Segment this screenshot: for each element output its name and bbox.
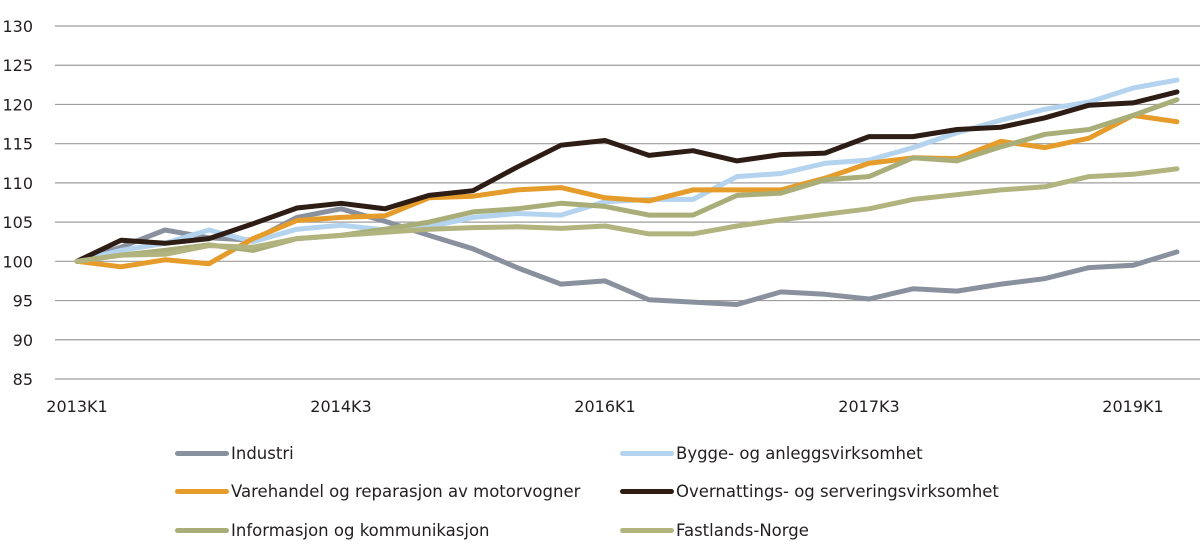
legend-item-bygge: Bygge- og anleggsvirksomhet xyxy=(620,438,923,468)
legend-item-informasjon: Informasjon og kommunikasjon xyxy=(175,515,490,545)
series-lines xyxy=(74,77,1180,307)
legend-label: Fastlands-Norge xyxy=(676,520,809,540)
x-tick-label: 2017K3 xyxy=(838,397,899,416)
series-line-fastlands-norge xyxy=(74,166,1180,264)
x-tick-label: 2019K1 xyxy=(1102,397,1163,416)
legend-item-industri: Industri xyxy=(175,438,294,468)
legend-swatch-overnatting xyxy=(620,488,674,494)
legend-label: Industri xyxy=(231,443,294,463)
y-tick-label: 110 xyxy=(2,174,33,193)
y-tick-label: 90 xyxy=(13,331,33,350)
y-axis-tick-labels: 85 90 95 100 105 110 115 120 125 130 xyxy=(2,17,33,389)
y-tick-label: 100 xyxy=(2,252,33,271)
y-tick-label: 130 xyxy=(2,17,33,36)
legend-label: Informasjon og kommunikasjon xyxy=(231,520,490,540)
gridlines xyxy=(55,25,1200,380)
y-tick-label: 85 xyxy=(13,370,33,389)
legend-swatch-informasjon xyxy=(175,527,229,533)
series-line-bygge-og-anleggsvirksomhet xyxy=(74,77,1180,264)
legend-label: Varehandel og reparasjon av motorvogner xyxy=(231,481,581,501)
legend-label: Bygge- og anleggsvirksomhet xyxy=(676,443,923,463)
legend-item-varehandel: Varehandel og reparasjon av motorvogner xyxy=(175,476,580,506)
series-line-informasjon-og-kommunikasjon xyxy=(74,97,1180,264)
series-line-varehandel-og-reparasjon-av-motorvogner xyxy=(74,112,1180,270)
x-axis-tick-labels: 2013K1 2014K3 2016K1 2017K3 2019K1 xyxy=(46,397,1163,416)
y-tick-label: 105 xyxy=(2,213,33,232)
y-tick-label: 115 xyxy=(2,135,33,154)
series-line-industri xyxy=(74,206,1180,307)
y-tick-label: 120 xyxy=(2,95,33,114)
legend-swatch-fastlands-norge xyxy=(620,527,674,533)
line-chart: 85 90 95 100 105 110 115 120 125 130 2013K1 2014K3… xyxy=(2,17,1200,416)
x-tick-label: 2016K1 xyxy=(574,397,635,416)
x-tick-label: 2013K1 xyxy=(46,397,107,416)
legend: Industri Bygge- og anleggsvirksomhet Var… xyxy=(0,436,1200,556)
legend-swatch-industri xyxy=(175,450,229,456)
y-tick-label: 125 xyxy=(2,56,33,75)
y-tick-label: 95 xyxy=(13,292,33,311)
legend-swatch-bygge xyxy=(620,450,674,456)
x-tick-label: 2014K3 xyxy=(310,397,371,416)
legend-item-fastlands-norge: Fastlands-Norge xyxy=(620,515,809,545)
legend-item-overnatting: Overnattings- og serveringsvirksomhet xyxy=(620,476,999,506)
series-line-overnattings-og-serveringsvirksomhet xyxy=(74,89,1180,264)
legend-swatch-varehandel xyxy=(175,488,229,494)
legend-label: Overnattings- og serveringsvirksomhet xyxy=(676,481,999,501)
